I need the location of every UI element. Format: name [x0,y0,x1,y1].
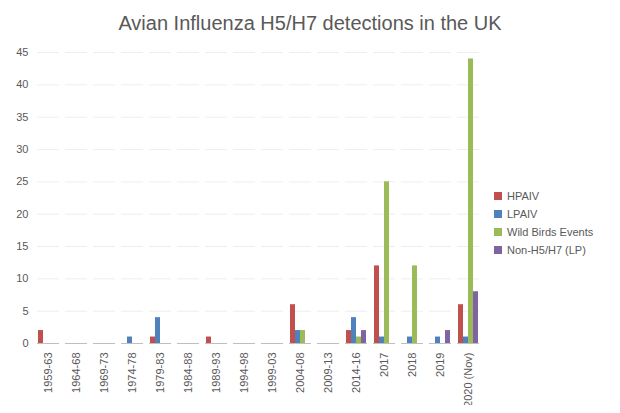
svg-text:2017: 2017 [378,353,390,377]
svg-text:2019: 2019 [434,353,446,377]
svg-text:15: 15 [16,240,28,252]
svg-text:35: 35 [16,111,28,123]
svg-text:45: 45 [16,46,28,58]
svg-text:20: 20 [16,208,28,220]
svg-text:1979-83: 1979-83 [154,353,166,393]
svg-text:1959-63: 1959-63 [42,353,54,393]
html-text:LPAIV: LPAIV [507,207,538,220]
html-text:Avian Influenza H5/H7 detectio: Avian Influenza H5/H7 detections in the … [118,12,502,34]
svg-text:1994-98: 1994-98 [238,353,250,393]
svg-text:0: 0 [22,337,28,349]
svg-text:1999-03: 1999-03 [266,353,278,393]
html-text:Non-H5/H7 (LP): Non-H5/H7 (LP) [507,243,586,256]
svg-text:1974-78: 1974-78 [126,353,138,393]
html-text:HPAIV: HPAIV [507,189,540,202]
svg-text:5: 5 [22,305,28,317]
svg-text:2009-13: 2009-13 [322,353,334,393]
svg-text:25: 25 [16,175,28,187]
svg-text:1989-93: 1989-93 [210,353,222,393]
svg-text:40: 40 [16,78,28,90]
svg-text:10: 10 [16,272,28,284]
svg-text:2014-16: 2014-16 [350,353,362,393]
svg-text:1969-73: 1969-73 [98,353,110,393]
svg-text:2004-08: 2004-08 [294,353,306,393]
svg-text:1964-68: 1964-68 [70,353,82,393]
svg-text:2020 (Nov): 2020 (Nov) [462,353,474,406]
html-text:Wild Birds Events: Wild Birds Events [507,225,594,238]
svg-text:1984-88: 1984-88 [182,353,194,393]
svg-text:30: 30 [16,143,28,155]
svg-text:2018: 2018 [406,353,418,377]
